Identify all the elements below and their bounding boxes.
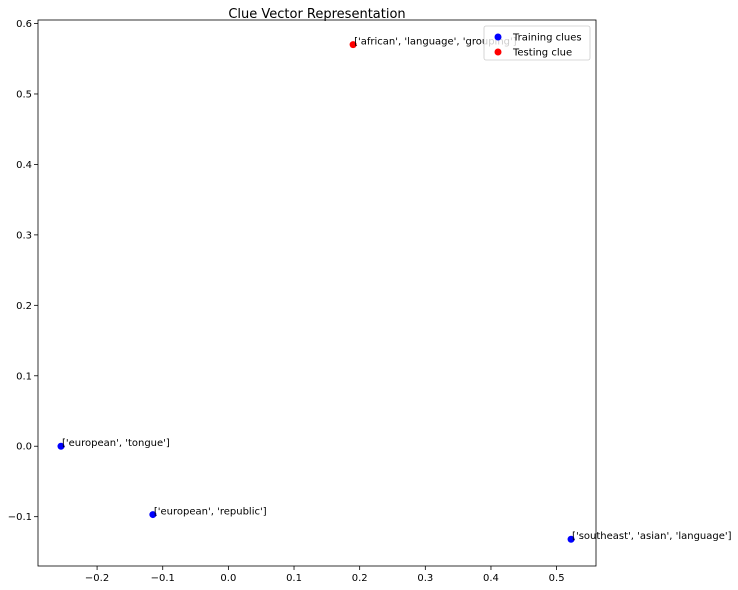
y-tick-label: −0.1 (8, 512, 32, 523)
y-tick-label: 0.1 (16, 371, 32, 382)
legend-entry: Training clues (512, 33, 582, 44)
x-tick-label: 0.3 (417, 573, 433, 584)
x-tick-label: −0.1 (151, 573, 175, 584)
x-tick-label: 0.0 (220, 573, 236, 584)
y-tick-label: 0.6 (16, 19, 32, 30)
legend-marker (494, 33, 502, 41)
data-point (57, 442, 65, 450)
legend: Training clues Testing clue (483, 25, 591, 61)
x-tick-label: 0.2 (352, 573, 368, 584)
point-label: ['european', 'tongue'] (62, 438, 170, 449)
x-tick-label: 0.5 (549, 573, 565, 584)
plot-area-frame (37, 19, 597, 567)
data-point (349, 41, 357, 49)
point-label: ['southeast', 'asian', 'language'] (572, 531, 732, 542)
legend-marker (494, 48, 502, 56)
data-point (567, 535, 575, 543)
data-point (149, 511, 157, 519)
x-tick-label: 0.4 (483, 573, 499, 584)
point-label: ['european', 'republic'] (154, 507, 267, 518)
legend-box (483, 25, 591, 61)
data-marks: ['european', 'tongue'] ['european', 'repu… (57, 37, 732, 543)
y-tick-label: 0.3 (16, 230, 32, 241)
x-tick-label: 0.1 (286, 573, 302, 584)
y-tick-label: 0.2 (16, 301, 32, 312)
chart-title: Clue Vector Representation (228, 7, 405, 22)
y-tick-label: 0.4 (16, 160, 32, 171)
x-tick-label: −0.2 (85, 573, 109, 584)
y-tick-label: 0.5 (16, 89, 32, 100)
point-label: ['african', 'language', 'grouping'] (354, 37, 517, 48)
legend-entry: Testing clue (512, 48, 572, 59)
axes: −0.2 −0.1 0.0 0.1 0.2 0.3 0.4 0.5 −0.1 0.0 0.1 0.2 0… (8, 19, 597, 584)
y-tick-label: 0.0 (16, 442, 32, 453)
